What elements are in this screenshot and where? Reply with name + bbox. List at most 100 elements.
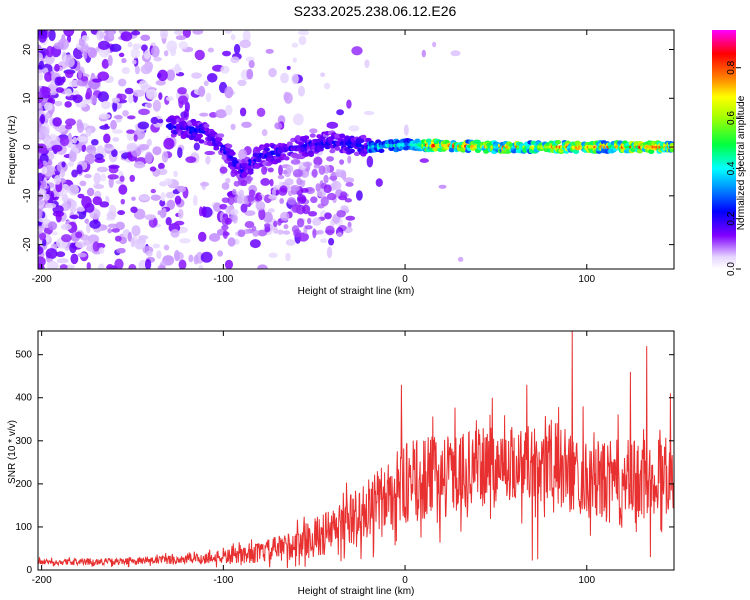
heatmap-cell — [224, 86, 234, 99]
heatmap-cells — [38, 30, 674, 269]
snr-ylabel: SNR (10 * v/v) — [7, 420, 18, 484]
heatmap-cell — [40, 180, 47, 188]
heatmap-cell — [76, 136, 89, 142]
snr-xlabel: Height of straight line (km) — [298, 586, 415, 597]
heatmap-cell — [403, 124, 409, 136]
heatmap-cell — [483, 149, 490, 154]
heatmap-cell — [207, 47, 214, 53]
heatmap-cell — [300, 187, 309, 193]
heatmap-cell — [173, 249, 180, 262]
heatmap-cell — [309, 128, 318, 134]
heatmap-cell — [157, 264, 166, 269]
heatmap-cell — [256, 107, 266, 117]
heatmap-cell — [45, 248, 58, 260]
x-tick-label: -100 — [213, 274, 233, 285]
heatmap-cell — [157, 162, 165, 170]
heatmap-cell — [69, 149, 74, 158]
heatmap-cell — [297, 196, 307, 202]
heatmap-cell — [273, 220, 278, 228]
heatmap-cell — [111, 149, 118, 158]
heatmap-cell — [345, 182, 354, 187]
heatmap-cell — [150, 116, 159, 125]
heatmap-cell — [60, 223, 72, 231]
heatmap-cell — [364, 59, 370, 69]
heatmap-cell — [42, 238, 47, 247]
heatmap-cell — [203, 80, 209, 87]
heatmap-cell — [291, 204, 302, 213]
heatmap-cell — [67, 160, 75, 167]
heatmap-cell — [225, 104, 233, 116]
heatmap-cell — [231, 188, 237, 196]
heatmap-cell — [38, 208, 43, 220]
heatmap-cell — [96, 145, 105, 156]
heatmap-cell — [304, 225, 313, 230]
heatmap-cell — [313, 156, 323, 166]
heatmap-cell — [140, 64, 153, 75]
heatmap-cell — [112, 101, 118, 112]
y-tick-label: 0 — [22, 144, 33, 150]
heatmap-cell — [448, 147, 455, 153]
heatmap-cell — [279, 198, 285, 204]
heatmap-cell — [127, 95, 134, 104]
heatmap-cell — [221, 182, 230, 190]
heatmap-cell — [92, 78, 102, 83]
colorbar: 0.0 0.2 0.4 0.6 0.8 Normalized spectral ampl… — [712, 30, 747, 276]
heatmap-cell — [170, 228, 180, 238]
heatmap-cell — [112, 129, 123, 134]
heatmap-cell — [47, 83, 59, 96]
heatmap-cell — [127, 231, 132, 242]
heatmap-cell — [116, 93, 127, 101]
x-tick-label: 100 — [578, 274, 595, 285]
heatmap-cell — [173, 170, 178, 178]
heatmap-cell — [38, 179, 41, 192]
heatmap-cell — [130, 206, 138, 213]
heatmap-cell — [160, 192, 166, 202]
heatmap-cell — [115, 221, 126, 231]
heatmap-cell — [219, 203, 228, 210]
heatmap-cell — [311, 168, 318, 178]
heatmap-cell — [179, 238, 191, 244]
heatmap-cell — [209, 112, 218, 118]
spectrogram-x-ticks: -200 -100 0 100 — [32, 30, 596, 285]
heatmap-cell — [208, 233, 221, 242]
heatmap-cell — [328, 237, 335, 246]
y-tick-label: -20 — [22, 237, 33, 252]
heatmap-cell — [268, 67, 277, 78]
heatmap-cell — [153, 56, 162, 62]
heatmap-cell — [293, 113, 304, 126]
heatmap-cell — [38, 44, 42, 53]
x-tick-label: -200 — [32, 274, 52, 285]
heatmap-cell — [114, 258, 124, 269]
heatmap-cell — [61, 161, 66, 168]
heatmap-cell — [38, 263, 45, 269]
heatmap-cell — [150, 188, 156, 194]
colorbar-gradient — [712, 30, 736, 269]
heatmap-cell — [286, 165, 294, 174]
heatmap-cell — [146, 138, 153, 147]
heatmap-cell — [163, 244, 170, 251]
y-tick-label: 100 — [15, 522, 32, 533]
heatmap-cell — [68, 184, 80, 196]
heatmap-cell — [363, 110, 375, 116]
heatmap-cell — [76, 122, 85, 134]
heatmap-cell — [75, 102, 87, 108]
heatmap-cell — [232, 213, 238, 224]
heatmap-cell — [205, 155, 211, 165]
heatmap-cell — [218, 133, 225, 138]
heatmap-cell — [86, 187, 95, 197]
heatmap-cell — [273, 184, 280, 190]
heatmap-cell — [129, 174, 136, 182]
heatmap-cell — [159, 199, 166, 207]
heatmap-cell — [48, 30, 56, 42]
heatmap-cell — [100, 173, 107, 182]
heatmap-cell — [38, 198, 45, 209]
heatmap-cell — [257, 229, 268, 237]
heatmap-cell — [203, 123, 210, 129]
heatmap-cell — [83, 51, 88, 60]
heatmap-cell — [222, 229, 229, 239]
heatmap-cell — [233, 43, 241, 55]
heatmap-cell — [174, 195, 182, 205]
heatmap-cell — [55, 87, 65, 93]
heatmap-cell — [290, 184, 300, 192]
heatmap-cell — [277, 218, 282, 226]
